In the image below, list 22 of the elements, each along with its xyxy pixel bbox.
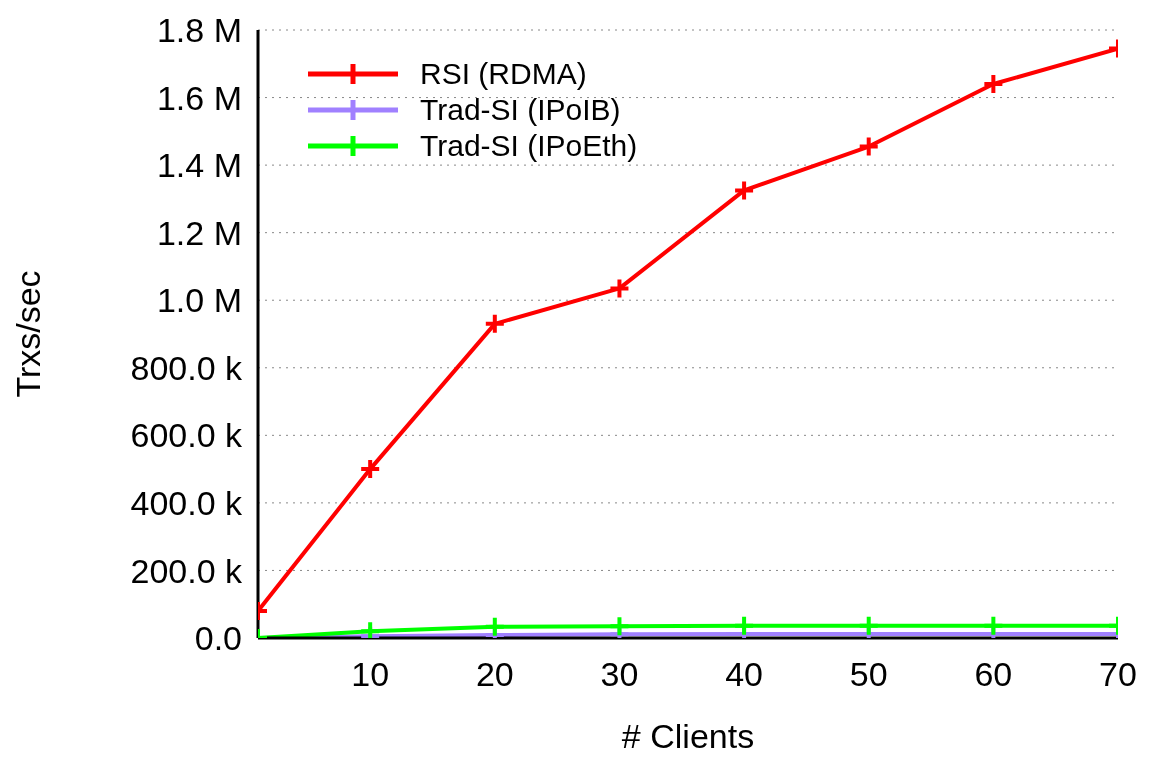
- y-tick-label: 1.2 M: [156, 213, 242, 252]
- y-tick-label: 0.0: [194, 619, 242, 658]
- y-tick-label: 1.0 M: [156, 281, 242, 320]
- x-tick-label: 50: [849, 655, 888, 694]
- x-tick-label: 40: [725, 655, 763, 694]
- x-tick-label: 30: [600, 655, 639, 694]
- x-tick-label: 70: [1099, 655, 1137, 694]
- y-tick-label: 600.0 k: [130, 416, 243, 455]
- y-tick-label: 1.8 M: [156, 11, 242, 50]
- x-tick-label: 10: [351, 655, 390, 694]
- y-axis-title: Trxs/sec: [9, 270, 48, 398]
- y-tick-label: 1.6 M: [156, 78, 242, 117]
- y-tick-label: 400.0 k: [130, 483, 243, 522]
- y-tick-label: 1.4 M: [156, 146, 242, 185]
- x-tick-label: 60: [974, 655, 1013, 694]
- legend-label: RSI (RDMA): [420, 56, 587, 92]
- x-axis-title: # Clients: [621, 717, 755, 755]
- x-tick-label: 20: [475, 655, 514, 694]
- legend-label: Trad-SI (IPoIB): [420, 92, 621, 128]
- legend-label: Trad-SI (IPoEth): [420, 128, 638, 164]
- y-tick-label: 200.0 k: [130, 551, 243, 590]
- y-tick-label: 800.0 k: [130, 348, 243, 387]
